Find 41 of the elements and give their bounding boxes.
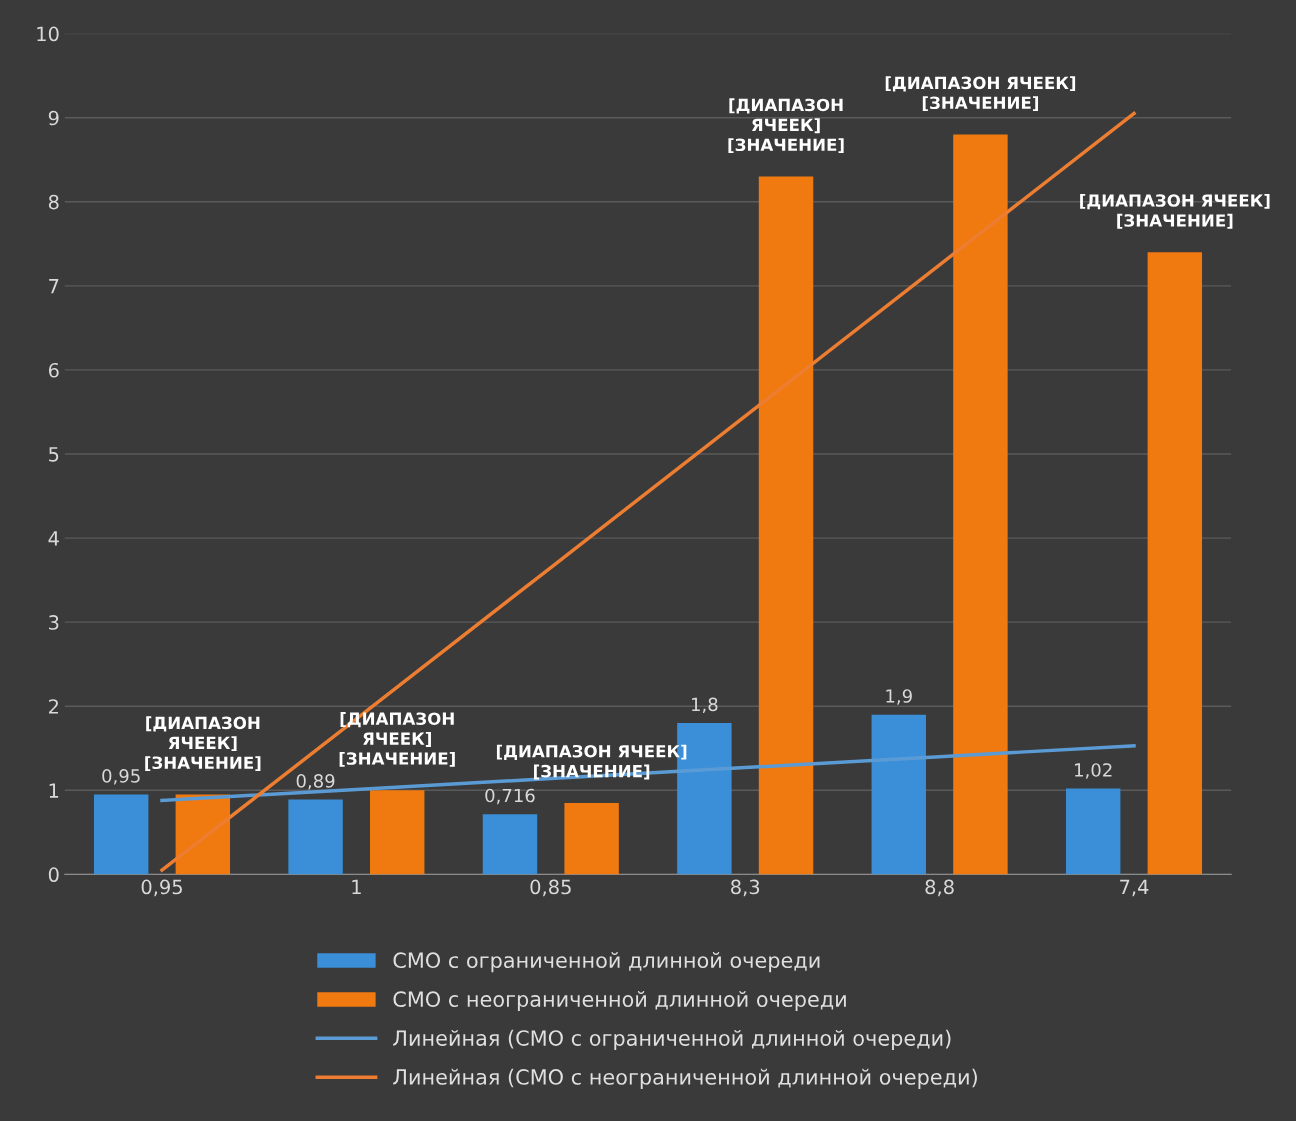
data-label: [ДИАПАЗОН ЯЧЕЕК] [ЗНАЧЕНИЕ] — [1080, 193, 1270, 229]
y-tick-label: 5 — [49, 447, 59, 462]
bar — [1065, 788, 1121, 875]
data-label: 0,716 — [485, 788, 535, 805]
bar — [93, 794, 149, 875]
data-label: 1,02 — [1075, 763, 1112, 779]
data-label: 1,9 — [886, 689, 912, 705]
bar — [871, 714, 926, 875]
bar — [482, 814, 538, 875]
y-tick-label: 4 — [48, 531, 59, 546]
bar — [564, 802, 619, 875]
x-tick-label: 0,95 — [141, 879, 182, 897]
bar — [1147, 252, 1203, 875]
x-tick-label: 8,8 — [925, 879, 954, 897]
legend-label: Линейная (СМО с неограниченной длинной очереди) — [393, 1068, 977, 1089]
bar — [370, 790, 425, 875]
bar — [953, 134, 1008, 875]
bar — [288, 799, 343, 875]
y-tick-label: 10 — [37, 26, 59, 42]
y-tick-label: 3 — [49, 615, 59, 630]
data-label: [ДИАПАЗОН ЯЧЕЕК] [ЗНАЧЕНИЕ] — [145, 716, 261, 772]
y-tick-label: 6 — [48, 362, 59, 378]
legend-label: СМО с неограниченной длинной очереди — [393, 990, 846, 1012]
data-label: [ДИАПАЗОН ЯЧЕЕК] [ЗНАЧЕНИЕ] — [728, 98, 844, 154]
y-tick-label: 8 — [48, 194, 59, 210]
data-label: [ДИАПАЗОН ЯЧЕЕК] [ЗНАЧЕНИЕ] — [885, 76, 1076, 112]
y-tick-label: 0 — [48, 867, 59, 883]
x-tick-label: 0,85 — [530, 879, 571, 897]
y-tick-label: 1 — [49, 783, 59, 798]
data-label: 0,95 — [102, 769, 140, 785]
data-label: 0,89 — [296, 774, 335, 790]
y-tick-label: 9 — [48, 110, 59, 126]
x-tick-label: 1 — [352, 879, 361, 895]
legend-label: СМО с ограниченной длинной очереди — [393, 952, 820, 973]
x-tick-label: 7,4 — [1120, 879, 1149, 897]
legend-label: Линейная (СМО с ограниченной длинной очереди) — [393, 1029, 951, 1050]
x-tick-label: 8,3 — [731, 879, 760, 897]
bar — [758, 176, 814, 875]
y-tick-label: 7 — [49, 279, 59, 294]
y-tick-label: 2 — [48, 699, 58, 714]
data-label: 1,8 — [692, 697, 718, 714]
